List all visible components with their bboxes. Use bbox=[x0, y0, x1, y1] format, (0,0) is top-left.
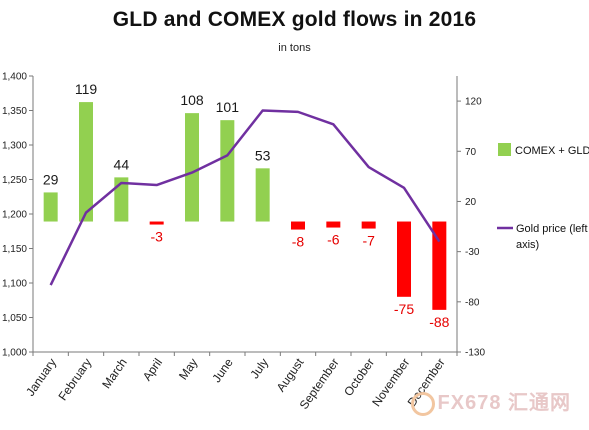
watermark-ring-icon bbox=[410, 392, 435, 416]
bar-data-label: 108 bbox=[180, 92, 204, 108]
bar-series bbox=[43, 102, 447, 310]
right-axis-tick-label: 20 bbox=[465, 197, 477, 208]
bar bbox=[114, 177, 129, 222]
bar bbox=[361, 221, 376, 229]
left-axis-tick-label: 1,150 bbox=[2, 244, 27, 255]
right-axis-tick-label: -80 bbox=[465, 297, 480, 308]
bar-data-label: 53 bbox=[255, 147, 271, 163]
x-axis-category-label: July bbox=[247, 356, 271, 382]
x-axis-category-label: April bbox=[140, 356, 165, 384]
bar-data-label: -88 bbox=[429, 314, 449, 330]
bar bbox=[397, 221, 411, 297]
x-axis-category-label: August bbox=[274, 355, 307, 394]
bar-data-label: 44 bbox=[114, 156, 130, 172]
bar-data-label: -7 bbox=[362, 233, 375, 249]
line-series bbox=[49, 109, 441, 286]
bar bbox=[220, 120, 235, 222]
right-axis-tick-label: -30 bbox=[465, 247, 480, 258]
bar bbox=[255, 168, 270, 222]
bar bbox=[432, 221, 447, 310]
legend-label-bars: COMEX + GLD bbox=[515, 145, 589, 157]
x-axis-category-label: June bbox=[209, 355, 236, 385]
left-axis-tick-label: 1,200 bbox=[2, 210, 27, 221]
bar-data-label: 29 bbox=[43, 171, 59, 187]
left-axis-tick-label: 1,400 bbox=[2, 72, 27, 83]
left-axis-tick-label: 1,300 bbox=[2, 141, 27, 152]
chart-axes: 1,000 1,050 1,100 1,150 1,200 1,250 1,300 1,350… bbox=[2, 72, 485, 412]
chart-title: GLD and COMEX gold flows in 2016 bbox=[112, 8, 477, 31]
bar bbox=[149, 221, 164, 225]
x-axis-category-label: October bbox=[341, 356, 377, 399]
bar-data-label: -8 bbox=[292, 234, 305, 250]
bar bbox=[291, 221, 305, 230]
legend-label-line-part: Gold price (left bbox=[516, 223, 588, 235]
gold-price-line bbox=[49, 109, 441, 286]
legend-label-line-part: axis) bbox=[516, 239, 539, 251]
watermark-text: FX678 汇通网 bbox=[437, 392, 571, 415]
chart-subtitle: in tons bbox=[278, 42, 311, 54]
right-axis-tick-label: 120 bbox=[465, 97, 482, 108]
chart-legend: COMEX + GLD Gold price (left axis) bbox=[497, 143, 589, 251]
x-axis-category-label: February bbox=[55, 356, 94, 403]
left-axis-tick-label: 1,250 bbox=[2, 175, 27, 186]
bar-data-label: -3 bbox=[150, 229, 163, 245]
bar-data-label: -75 bbox=[394, 301, 414, 317]
left-axis-tick-label: 1,100 bbox=[2, 279, 27, 290]
legend-swatch-bars bbox=[498, 143, 511, 156]
bar-data-label: -6 bbox=[327, 232, 340, 248]
x-axis-category-label: May bbox=[176, 356, 200, 383]
x-axis-category-label: January bbox=[23, 356, 59, 399]
watermark-logo: FX678 汇通网 bbox=[410, 386, 571, 416]
bar bbox=[43, 192, 58, 222]
bar bbox=[185, 113, 199, 222]
left-axis-tick-label: 1,050 bbox=[2, 313, 27, 324]
data-labels: 29 119 44 -3 108 101 53 -8 -6 -7 -75 -88 bbox=[43, 81, 450, 330]
bar bbox=[326, 221, 341, 228]
right-axis-tick-label: -130 bbox=[465, 348, 485, 359]
right-axis-tick-label: 70 bbox=[465, 147, 477, 158]
bar-data-label: 119 bbox=[75, 81, 98, 97]
left-axis-tick-label: 1,000 bbox=[2, 348, 27, 359]
left-axis-tick-label: 1,350 bbox=[2, 106, 27, 117]
bar bbox=[79, 102, 93, 222]
bar-data-label: 101 bbox=[216, 99, 240, 115]
x-axis-category-label: March bbox=[99, 356, 130, 391]
legend-label-line: Gold price (left axis) bbox=[516, 223, 588, 251]
